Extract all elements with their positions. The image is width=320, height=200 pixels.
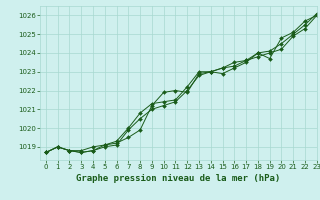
X-axis label: Graphe pression niveau de la mer (hPa): Graphe pression niveau de la mer (hPa)	[76, 174, 281, 183]
